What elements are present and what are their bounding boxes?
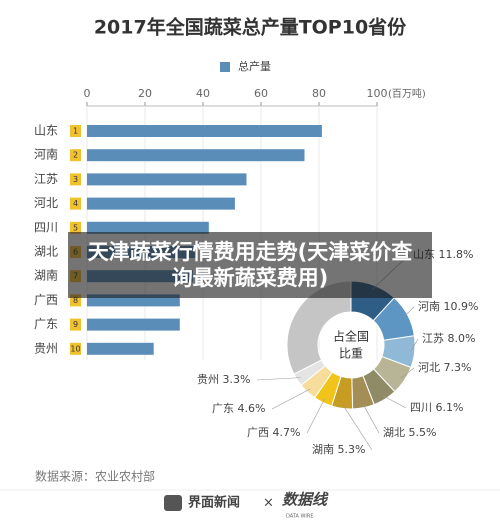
pie-label-category: 广西 <box>247 426 269 439</box>
category-label: 广西 <box>34 293 58 307</box>
leader-line <box>271 388 311 410</box>
bar <box>87 197 235 210</box>
x-axis-unit: (百万吨) <box>388 87 426 100</box>
leader-line <box>342 404 373 451</box>
category-label: 湖北 <box>34 244 58 259</box>
bar <box>87 173 247 186</box>
rank-badge <box>70 173 81 186</box>
pie-label: 江苏 8.0% <box>422 332 475 345</box>
category-label: 四川 <box>34 220 58 234</box>
leader-line <box>306 398 325 434</box>
source-note: 数据来源：农业农村部 <box>35 469 155 484</box>
pie-label-category: 河南 <box>418 300 440 313</box>
brand-separator: × <box>263 496 274 511</box>
pie-label: 广东 4.6% <box>212 402 265 415</box>
x-tick-label: 100 <box>367 87 388 100</box>
rank-badge <box>70 318 81 331</box>
leader-line <box>403 306 415 318</box>
partner-name: 数据线 <box>282 491 329 509</box>
pie-label: 四川 6.1% <box>410 401 463 414</box>
rank-badge <box>70 294 81 307</box>
x-tick-label: 0 <box>84 87 91 100</box>
rank-label: 1 <box>73 127 78 136</box>
leader-line <box>362 403 380 434</box>
pie-label-value: 5.3% <box>338 443 366 456</box>
category-label: 贵州 <box>34 341 58 355</box>
overlay-banner: 天津蔬菜行情费用走势(天津菜价查询最新蔬菜费用) <box>68 232 432 298</box>
brand-icon <box>164 495 182 511</box>
x-tick-label: 40 <box>196 87 210 100</box>
pie-label-category: 河北 <box>418 361 440 374</box>
pie-label-category: 四川 <box>410 401 432 414</box>
pie-label-value: 4.6% <box>238 402 266 415</box>
pie-label: 河北 7.3% <box>418 361 471 374</box>
x-tick-label: 60 <box>254 87 268 100</box>
pie-label: 湖北 5.5% <box>383 426 436 439</box>
pie-label-value: 8.0% <box>448 332 476 345</box>
rank-badge <box>70 221 81 234</box>
pie-label-value: 3.3% <box>223 373 251 386</box>
center-label: 比重 <box>339 347 363 361</box>
pie-label-value: 4.7% <box>273 426 301 439</box>
rank-badge <box>70 149 81 162</box>
leader-line <box>410 338 419 352</box>
x-tick-label: 80 <box>312 87 326 100</box>
partner-subtitle: DATA WIRE <box>286 514 314 520</box>
pie-label-category: 贵州 <box>197 373 219 386</box>
center-label: 占全国 <box>333 329 369 344</box>
rank-label: 4 <box>73 199 78 208</box>
rank-label: 2 <box>73 151 78 160</box>
pie-label: 湖南 5.3% <box>312 443 365 456</box>
pie-label-category: 江苏 <box>422 332 444 345</box>
pie-label-value: 7.3% <box>444 361 472 374</box>
bar <box>87 221 209 234</box>
leader-line <box>382 395 407 409</box>
rank-badge <box>70 342 81 355</box>
pie-label-category: 湖南 <box>312 443 334 456</box>
rank-label: 5 <box>73 223 78 232</box>
rank-label: 8 <box>73 296 78 305</box>
bar <box>87 125 322 137</box>
pie-label: 贵州 3.3% <box>197 373 250 386</box>
bar <box>87 149 305 162</box>
leader-line <box>256 377 301 381</box>
rank-label: 10 <box>70 344 80 353</box>
brand-name: 界面新闻 <box>188 495 240 511</box>
rank-label: 3 <box>73 175 78 184</box>
pie-label-value: 5.5% <box>409 426 437 439</box>
pie-label-value: 11.8% <box>439 248 474 261</box>
leader-line <box>400 367 415 379</box>
x-tick-label: 20 <box>138 87 152 100</box>
category-label: 河北 <box>34 196 58 210</box>
legend-swatch <box>220 62 230 72</box>
rank-label: 9 <box>73 320 78 329</box>
bar <box>87 318 180 331</box>
category-label: 广东 <box>34 317 58 331</box>
chart-title: 2017年全国蔬菜总产量TOP10省份 <box>94 16 407 39</box>
category-label: 江苏 <box>34 172 58 186</box>
category-label: 湖南 <box>34 268 58 283</box>
pie-label-category: 广东 <box>212 402 234 415</box>
rank-badge <box>70 197 81 210</box>
bar <box>87 342 154 355</box>
pie-label-value: 10.9% <box>444 300 479 313</box>
pie-label: 广西 4.7% <box>247 426 300 439</box>
rank-badge <box>70 125 81 137</box>
overlay-title: 天津蔬菜行情费用走势(天津菜价查询最新蔬菜费用) <box>87 240 413 290</box>
category-label: 山东 <box>34 124 58 138</box>
pie-label-value: 6.1% <box>436 401 464 414</box>
category-label: 河南 <box>34 147 58 162</box>
pie-label: 河南 10.9% <box>418 300 478 313</box>
pie-label-category: 湖北 <box>383 426 405 439</box>
legend-label: 总产量 <box>238 59 271 73</box>
